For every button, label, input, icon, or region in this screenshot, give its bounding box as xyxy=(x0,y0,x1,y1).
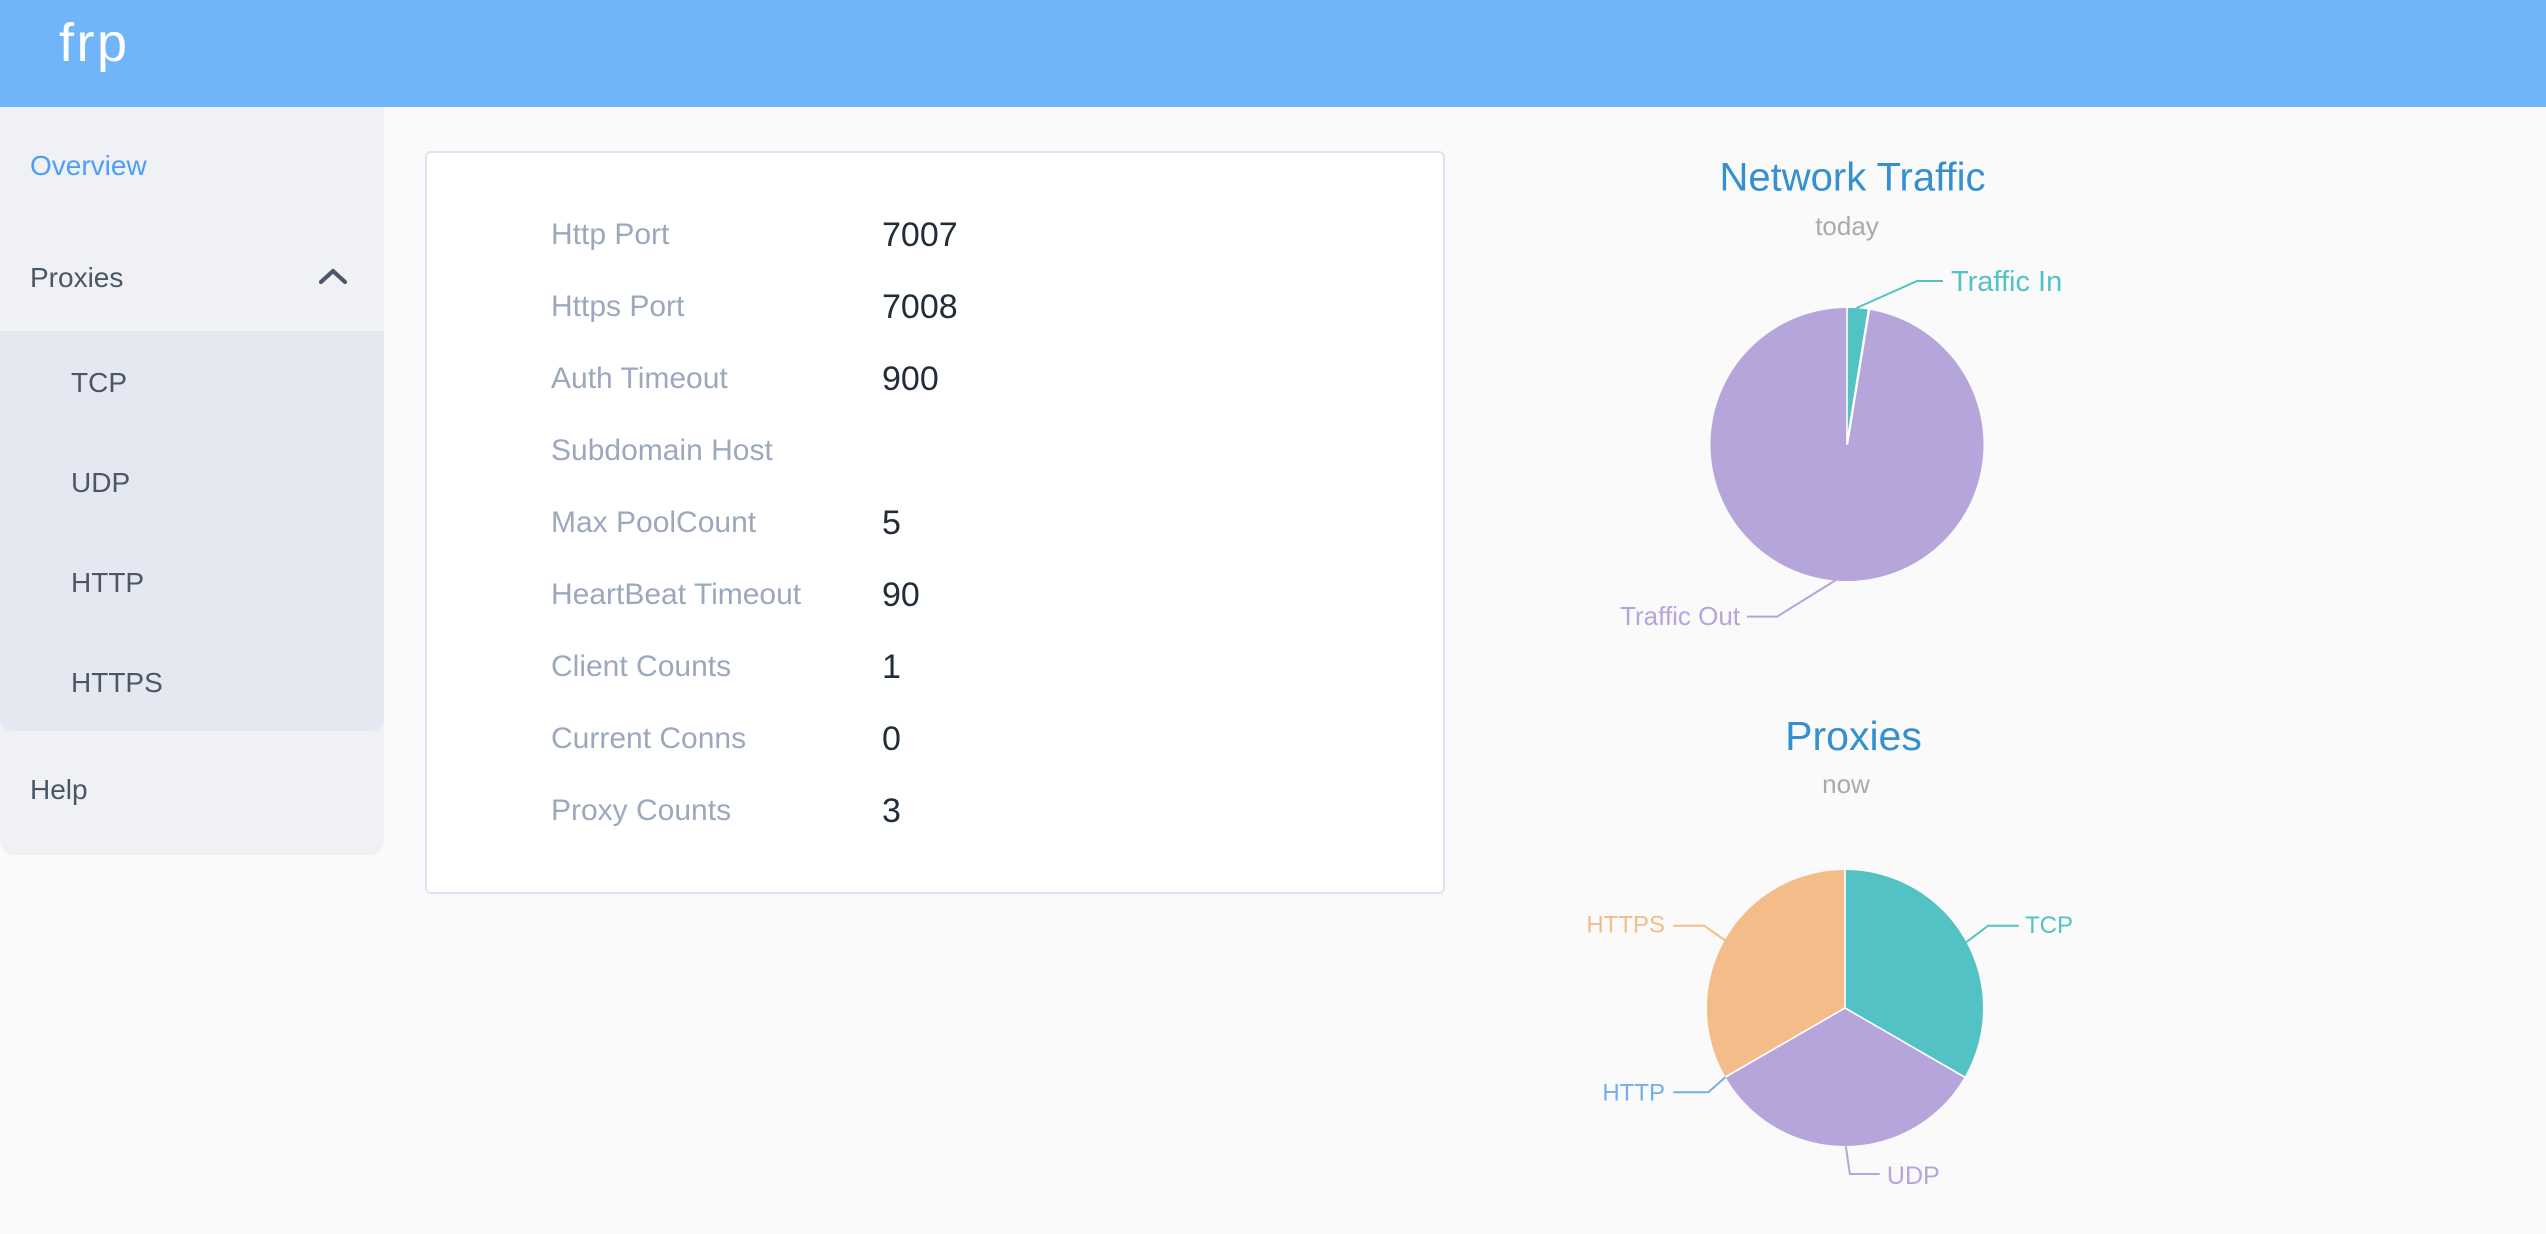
svg-text:HTTP: HTTP xyxy=(1602,1080,1665,1107)
svg-text:Traffic Out: Traffic Out xyxy=(1620,601,1741,631)
svg-text:UDP: UDP xyxy=(1887,1162,1940,1190)
svg-text:Network Traffic: Network Traffic xyxy=(1720,156,1986,200)
svg-text:Traffic In: Traffic In xyxy=(1951,266,2062,298)
svg-text:HTTPS: HTTPS xyxy=(1586,912,1665,939)
svg-text:now: now xyxy=(1822,769,1870,799)
svg-text:Proxies: Proxies xyxy=(1785,713,1922,759)
svg-text:TCP: TCP xyxy=(2025,912,2073,939)
svg-text:today: today xyxy=(1815,211,1879,241)
